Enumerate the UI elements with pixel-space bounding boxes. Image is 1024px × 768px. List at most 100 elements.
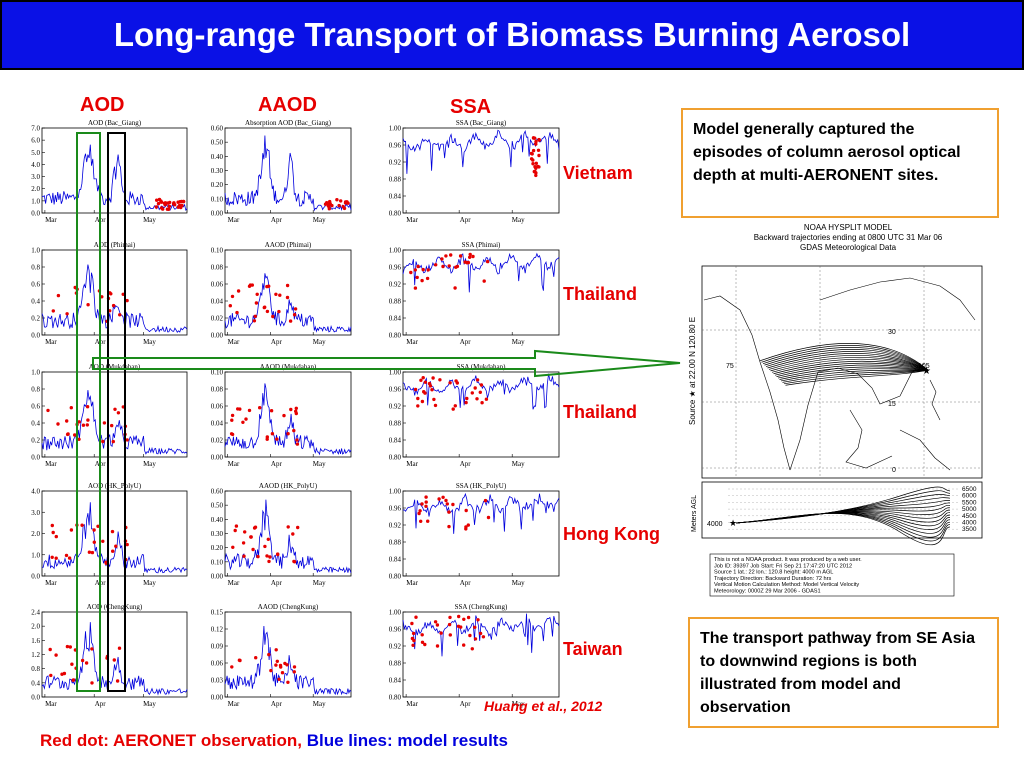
observation-dot xyxy=(455,381,459,385)
y-tick-label: 0.84 xyxy=(389,315,402,323)
x-tick-label: May xyxy=(143,460,156,468)
observation-dot xyxy=(292,428,296,433)
y-tick-label: 7.0 xyxy=(31,125,40,133)
observation-dot xyxy=(154,205,158,209)
y-tick-label: 4.0 xyxy=(31,161,40,169)
observation-dot xyxy=(486,515,491,520)
height-axis-label: Meters AGL xyxy=(691,495,698,532)
observation-dot xyxy=(155,198,159,202)
observation-dot xyxy=(439,631,443,635)
panel-title: AAOD (HK_PolyU) xyxy=(259,482,318,490)
observation-dot xyxy=(50,523,54,528)
observation-dot xyxy=(279,665,283,669)
observation-dot xyxy=(294,409,298,413)
observation-dot xyxy=(113,407,117,411)
observation-dot xyxy=(277,309,281,314)
observation-dot xyxy=(286,432,290,436)
observation-dot xyxy=(67,556,72,560)
panel-title: AAOD (Phimai) xyxy=(265,241,312,249)
observation-dot xyxy=(534,166,538,170)
y-tick-label: 0.6 xyxy=(31,403,40,411)
observation-dot xyxy=(286,680,290,684)
model-series-line xyxy=(224,383,352,456)
observation-dot xyxy=(292,665,297,669)
y-tick-label: 0.15 xyxy=(211,609,224,617)
observation-dot xyxy=(453,286,457,290)
y-tick-label: 0.40 xyxy=(211,153,224,161)
observation-dot xyxy=(292,670,296,674)
observation-dot xyxy=(420,640,425,644)
x-tick-label: Apr xyxy=(271,700,283,708)
x-tick-label: May xyxy=(313,216,326,224)
observation-dot xyxy=(54,653,58,657)
chart-panel: AAOD (Phimai) 0.00 0.02 0.04 0.06 0.08 0.10 Mar… xyxy=(211,241,352,346)
observation-dot xyxy=(335,198,339,202)
x-tick-label: Apr xyxy=(95,700,107,708)
observation-dot xyxy=(256,554,260,559)
observation-dot xyxy=(449,253,453,257)
observation-dot xyxy=(230,665,234,669)
y-tick-label: 0.92 xyxy=(389,159,402,167)
chart-panel: AAOD (Mukdahan) 0.00 0.02 0.04 0.06 0.08 0.10 M… xyxy=(211,363,352,468)
x-tick-label: Apr xyxy=(271,338,283,346)
observation-dot xyxy=(271,314,275,319)
observation-dot xyxy=(258,406,262,410)
observation-dot xyxy=(323,202,328,206)
panel-frame xyxy=(402,249,560,336)
observation-dot xyxy=(253,525,258,529)
observation-dot xyxy=(84,661,89,665)
observation-dot xyxy=(419,519,423,523)
observation-dot xyxy=(440,257,444,261)
observation-dot xyxy=(90,681,94,685)
y-tick-label: 0.00 xyxy=(211,573,224,581)
observation-dot xyxy=(56,293,61,298)
observation-dot xyxy=(479,383,484,387)
observation-dot xyxy=(478,631,483,636)
observation-dot xyxy=(86,418,90,422)
y-tick-label: 0.00 xyxy=(211,694,224,702)
trajectory-line xyxy=(779,368,929,380)
chart-panel: SSA (Bac_Giang) 0.80 0.84 0.88 0.92 0.96 1.00 M… xyxy=(389,119,560,224)
observation-dot xyxy=(114,544,118,548)
y-tick-label: 2.0 xyxy=(31,530,40,538)
observation-dot xyxy=(410,621,414,626)
chart-panel: SSA (HK_PolyU) 0.80 0.84 0.88 0.92 0.96 1.00 Ma… xyxy=(389,482,560,587)
observation-dot xyxy=(236,289,241,293)
observation-dot xyxy=(423,380,428,384)
trajectory-line xyxy=(761,345,929,371)
model-series-line xyxy=(41,622,188,696)
observation-dot xyxy=(473,625,477,629)
observation-dot xyxy=(451,407,455,411)
observation-dot xyxy=(416,264,420,269)
model-series-line xyxy=(224,273,352,333)
y-tick-label: 0.80 xyxy=(389,454,402,462)
y-tick-label: 0.4 xyxy=(31,679,40,687)
observation-dot xyxy=(80,658,85,663)
observation-dot xyxy=(534,142,538,146)
x-tick-label: Apr xyxy=(460,700,472,708)
y-tick-label: 0.12 xyxy=(211,626,224,634)
observation-dot xyxy=(235,310,239,315)
observation-dot xyxy=(251,547,255,552)
model-series-line xyxy=(402,252,560,293)
observation-dot xyxy=(466,615,471,620)
observation-dot xyxy=(247,284,252,288)
y-tick-label: 0.96 xyxy=(389,505,402,513)
observation-dot xyxy=(447,510,451,514)
observation-dot xyxy=(269,668,273,673)
observation-dot xyxy=(485,259,490,264)
observation-dot xyxy=(529,151,534,156)
observation-dot xyxy=(482,279,486,283)
trajectory-line xyxy=(774,362,929,376)
observation-dot xyxy=(276,552,280,557)
panel-frame xyxy=(402,490,560,577)
observation-dot xyxy=(54,534,58,539)
observation-dot xyxy=(117,646,122,650)
trajectory-line xyxy=(765,351,929,371)
observation-dot xyxy=(447,524,451,529)
slide-title: Long-range Transport of Biomass Burning … xyxy=(113,16,911,53)
height-tick-label: 4000 xyxy=(962,520,977,527)
observation-dot xyxy=(426,268,430,272)
x-tick-label: Mar xyxy=(228,338,240,346)
